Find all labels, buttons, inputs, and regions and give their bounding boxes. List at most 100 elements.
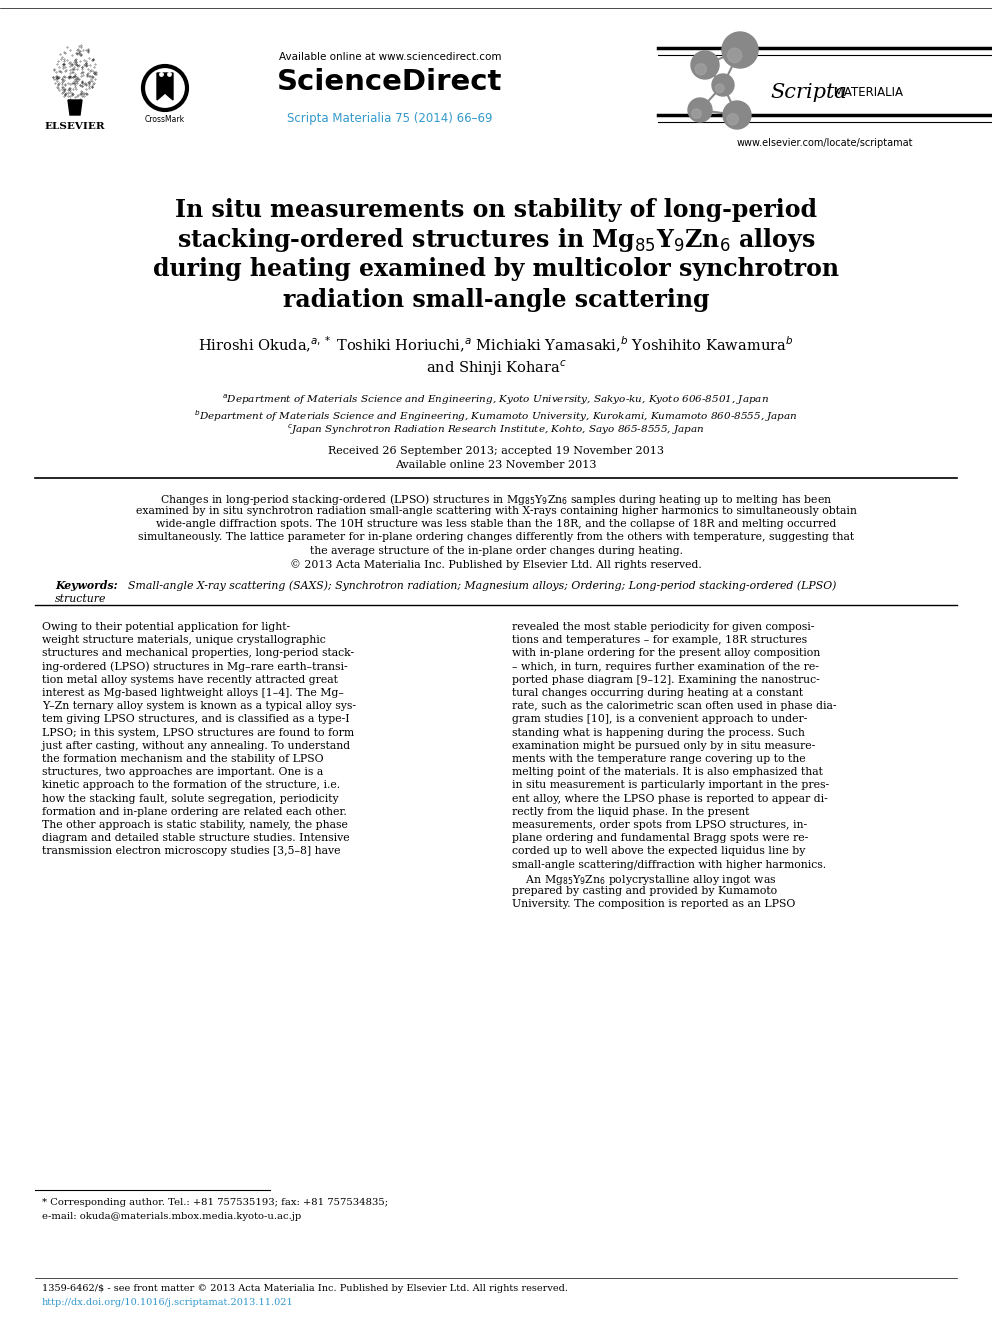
Text: gram studies [10], is a convenient approach to under-: gram studies [10], is a convenient appro… bbox=[512, 714, 807, 725]
Point bbox=[67, 86, 83, 107]
Point bbox=[69, 56, 85, 77]
Point bbox=[63, 83, 79, 105]
Text: http://dx.doi.org/10.1016/j.scriptamat.2013.11.021: http://dx.doi.org/10.1016/j.scriptamat.2… bbox=[42, 1298, 294, 1307]
Point bbox=[68, 67, 84, 89]
Point bbox=[49, 67, 64, 89]
Point bbox=[62, 66, 78, 87]
Text: wide-angle diffraction spots. The 10H structure was less stable than the 18R, an: wide-angle diffraction spots. The 10H st… bbox=[156, 519, 836, 529]
Point bbox=[50, 50, 65, 71]
Point bbox=[85, 60, 101, 81]
Text: ported phase diagram [9–12]. Examining the nanostruc-: ported phase diagram [9–12]. Examining t… bbox=[512, 675, 819, 685]
Point bbox=[86, 56, 102, 77]
Point bbox=[69, 40, 85, 61]
Text: tions and temperatures – for example, 18R structures: tions and temperatures – for example, 18… bbox=[512, 635, 807, 646]
Text: standing what is happening during the process. Such: standing what is happening during the pr… bbox=[512, 728, 805, 738]
Circle shape bbox=[723, 101, 751, 130]
Point bbox=[73, 62, 89, 83]
Point bbox=[75, 65, 91, 86]
Point bbox=[63, 82, 79, 103]
Text: examination might be pursued only by in situ measure-: examination might be pursued only by in … bbox=[512, 741, 815, 750]
Text: Small-angle X-ray scattering (SAXS); Synchrotron radiation; Magnesium alloys; Or: Small-angle X-ray scattering (SAXS); Syn… bbox=[128, 579, 836, 590]
Text: and Shinji Kohara$^{c}$: and Shinji Kohara$^{c}$ bbox=[426, 359, 566, 377]
Point bbox=[79, 40, 95, 61]
Point bbox=[79, 65, 95, 86]
Text: ScienceDirect: ScienceDirect bbox=[278, 67, 503, 97]
Point bbox=[74, 71, 90, 93]
Point bbox=[57, 74, 72, 95]
Text: ent alloy, where the LPSO phase is reported to appear di-: ent alloy, where the LPSO phase is repor… bbox=[512, 794, 827, 803]
Point bbox=[60, 83, 75, 105]
Point bbox=[72, 36, 88, 57]
Point bbox=[82, 70, 98, 91]
Point bbox=[57, 81, 72, 102]
Text: Available online at www.sciencedirect.com: Available online at www.sciencedirect.co… bbox=[279, 52, 501, 62]
Circle shape bbox=[727, 114, 738, 124]
Point bbox=[71, 42, 87, 64]
Point bbox=[54, 73, 69, 94]
Point bbox=[72, 34, 88, 56]
Point bbox=[75, 40, 91, 61]
Point bbox=[71, 67, 87, 89]
Text: In situ measurements on stability of long-period: In situ measurements on stability of lon… bbox=[175, 198, 817, 222]
Point bbox=[73, 44, 89, 65]
Point bbox=[67, 49, 83, 70]
Point bbox=[57, 53, 72, 74]
Text: stacking-ordered structures in Mg$_{85}$Y$_{9}$Zn$_{6}$ alloys: stacking-ordered structures in Mg$_{85}$… bbox=[177, 226, 815, 254]
Point bbox=[81, 48, 97, 69]
Text: measurements, order spots from LPSO structures, in-: measurements, order spots from LPSO stru… bbox=[512, 820, 807, 830]
Point bbox=[60, 85, 75, 106]
Point bbox=[72, 66, 88, 87]
Point bbox=[82, 61, 98, 82]
Point bbox=[50, 74, 65, 95]
Point bbox=[58, 85, 73, 106]
Point bbox=[76, 50, 92, 71]
Circle shape bbox=[727, 48, 742, 62]
Text: the formation mechanism and the stability of LPSO: the formation mechanism and the stabilit… bbox=[42, 754, 323, 763]
Point bbox=[48, 73, 63, 94]
Text: formation and in-plane ordering are related each other.: formation and in-plane ordering are rela… bbox=[42, 807, 347, 816]
Text: LPSO; in this system, LPSO structures are found to form: LPSO; in this system, LPSO structures ar… bbox=[42, 728, 354, 738]
Point bbox=[64, 58, 80, 79]
Point bbox=[79, 83, 95, 105]
Text: melting point of the materials. It is also emphasized that: melting point of the materials. It is al… bbox=[512, 767, 823, 777]
Point bbox=[67, 69, 83, 90]
Circle shape bbox=[695, 64, 706, 75]
Text: with in-plane ordering for the present alloy composition: with in-plane ordering for the present a… bbox=[512, 648, 820, 659]
Point bbox=[68, 67, 84, 89]
Point bbox=[62, 87, 78, 108]
Point bbox=[67, 74, 83, 95]
Text: CrossMark: CrossMark bbox=[145, 115, 186, 124]
Point bbox=[62, 52, 77, 73]
Point bbox=[87, 69, 103, 90]
Text: simultaneously. The lattice parameter for in-plane ordering changes differently : simultaneously. The lattice parameter fo… bbox=[138, 532, 854, 542]
Text: tural changes occurring during heating at a constant: tural changes occurring during heating a… bbox=[512, 688, 804, 699]
Point bbox=[83, 77, 99, 98]
Text: ments with the temperature range covering up to the: ments with the temperature range coverin… bbox=[512, 754, 806, 763]
Point bbox=[59, 37, 74, 58]
Text: The other approach is static stability, namely, the phase: The other approach is static stability, … bbox=[42, 820, 348, 830]
Point bbox=[58, 60, 73, 81]
Point bbox=[65, 66, 81, 87]
Point bbox=[55, 67, 70, 89]
Text: * Corresponding author. Tel.: +81 757535193; fax: +81 757534835;: * Corresponding author. Tel.: +81 757535… bbox=[42, 1199, 388, 1207]
Point bbox=[53, 61, 68, 82]
Point bbox=[69, 42, 85, 64]
Point bbox=[59, 82, 74, 103]
Point bbox=[69, 66, 85, 87]
Point bbox=[83, 66, 99, 87]
Point bbox=[78, 40, 94, 61]
Point bbox=[56, 79, 71, 101]
Point bbox=[62, 78, 77, 99]
Point bbox=[49, 66, 64, 87]
Point bbox=[77, 82, 93, 103]
Text: transmission electron microscopy studies [3,5–8] have: transmission electron microscopy studies… bbox=[42, 847, 340, 856]
Point bbox=[80, 58, 96, 79]
Point bbox=[49, 62, 64, 83]
Point bbox=[64, 73, 80, 94]
Point bbox=[78, 50, 94, 71]
Point bbox=[81, 75, 97, 97]
Point bbox=[58, 78, 73, 99]
Point bbox=[61, 67, 76, 89]
Point bbox=[64, 58, 80, 79]
Text: plane ordering and fundamental Bragg spots were re-: plane ordering and fundamental Bragg spo… bbox=[512, 833, 808, 843]
